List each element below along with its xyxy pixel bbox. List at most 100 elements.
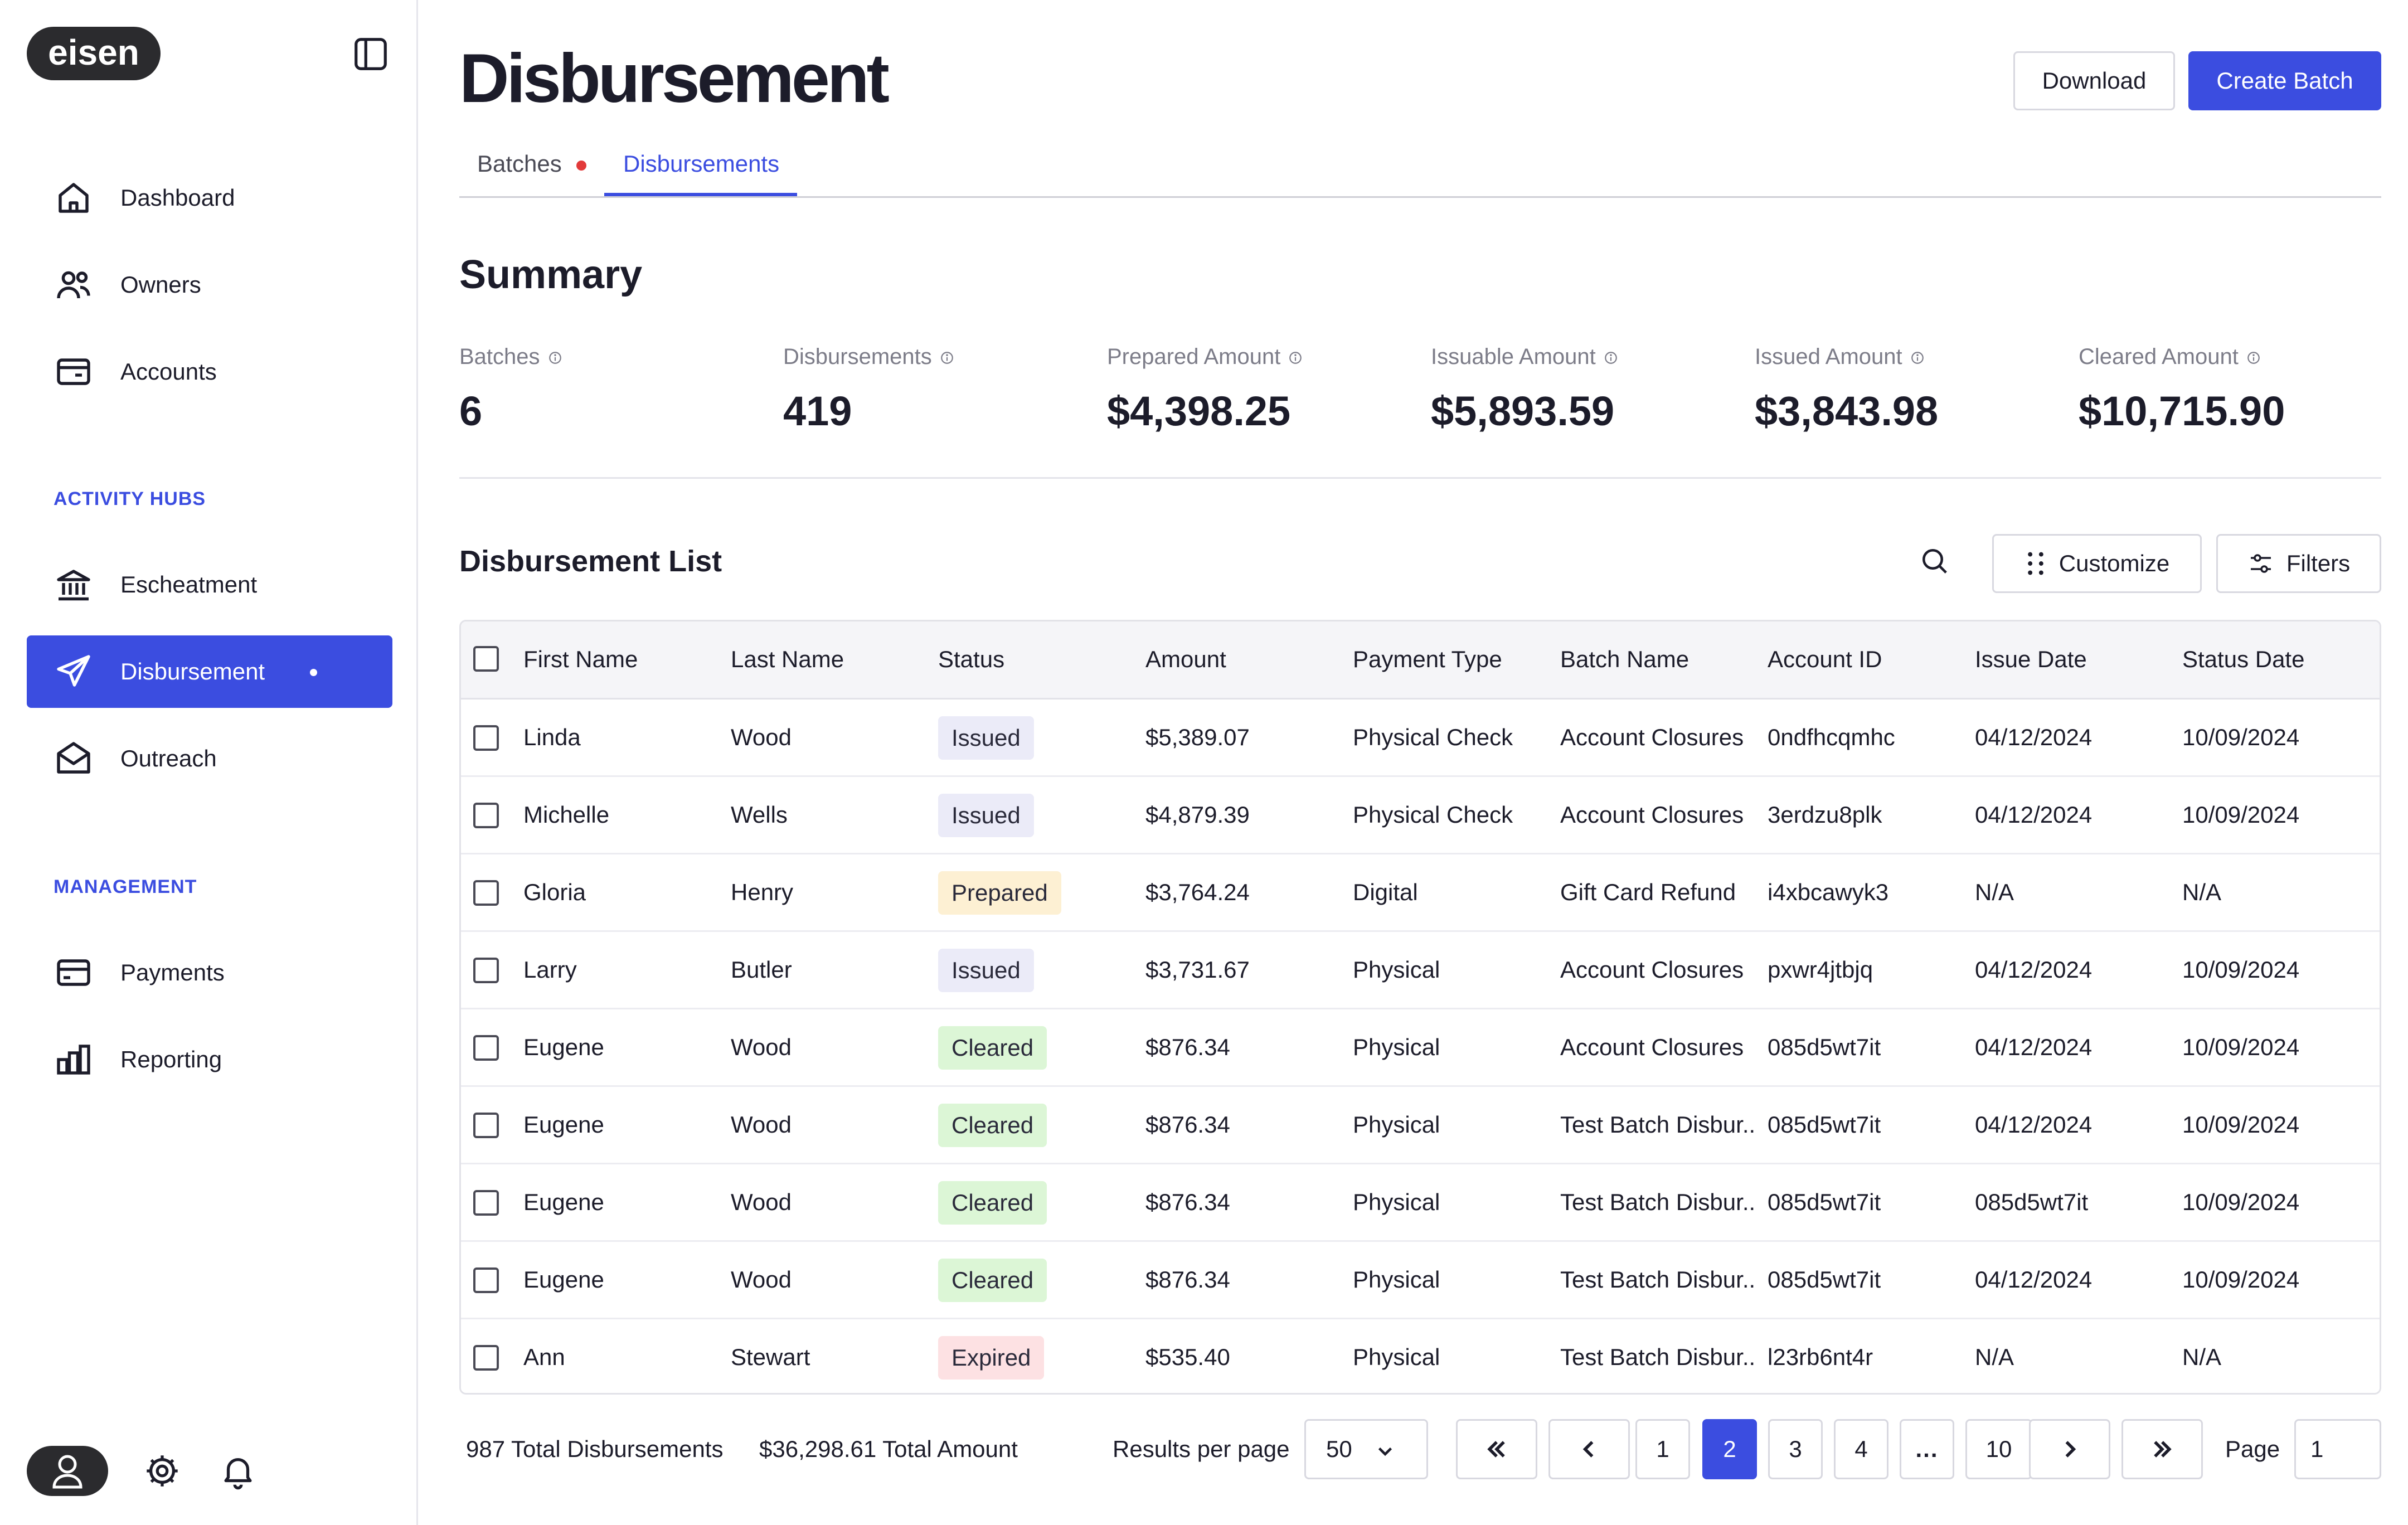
row-checkbox[interactable] — [473, 1035, 499, 1061]
column-header-batch-name[interactable]: Batch Name — [1560, 646, 1690, 672]
cell-issue-date: 04/12/2024 — [1975, 724, 2093, 750]
column-header-last-name[interactable]: Last Name — [731, 646, 844, 672]
info-icon[interactable] — [1910, 351, 1925, 365]
next-page-button[interactable] — [2029, 1419, 2110, 1479]
sidebar-item-reporting[interactable]: Reporting — [27, 1023, 392, 1096]
cell-account-id: pxwr4jtbjq — [1768, 956, 1873, 983]
metric-label: Disbursements — [783, 344, 954, 370]
cell-status-date: 10/09/2024 — [2182, 1266, 2300, 1293]
cell-last-name: Wood — [731, 1111, 792, 1138]
users-icon — [54, 265, 94, 305]
metric-label-text: Issued Amount — [1755, 344, 1902, 369]
row-checkbox[interactable] — [473, 958, 499, 983]
row-checkbox[interactable] — [473, 1190, 499, 1216]
row-checkbox[interactable] — [473, 725, 499, 751]
sidebar-item-payments[interactable]: Payments — [27, 936, 392, 1009]
search-icon[interactable] — [1917, 544, 1951, 577]
cell-status-date: N/A — [2182, 879, 2222, 905]
eisen-logo[interactable]: eisen — [27, 27, 161, 80]
cell-first-name: Ann — [523, 1344, 565, 1370]
cell-first-name: Larry — [523, 956, 577, 983]
sidebar-item-dashboard[interactable]: Dashboard — [27, 162, 392, 234]
table-row[interactable]: Linda Wood Issued $5,389.07 Physical Check Ac… — [461, 700, 2380, 777]
tab-batches[interactable]: Batches — [477, 150, 562, 177]
download-button[interactable]: Download — [2013, 51, 2175, 110]
cell-account-id: 085d5wt7it — [1768, 1111, 1881, 1138]
cell-amount: $876.34 — [1145, 1266, 1230, 1293]
sidebar-item-owners[interactable]: Owners — [27, 249, 392, 321]
column-header-amount[interactable]: Amount — [1145, 646, 1226, 672]
sidebar-item-label: Dashboard — [120, 184, 235, 211]
row-checkbox[interactable] — [473, 803, 499, 828]
metric-value: $5,893.59 — [1431, 388, 1615, 434]
row-checkbox[interactable] — [473, 1113, 499, 1138]
info-icon[interactable] — [1288, 351, 1303, 365]
column-header-payment-type[interactable]: Payment Type — [1353, 646, 1502, 672]
cell-payment-type: Physical — [1353, 1189, 1440, 1215]
row-checkbox[interactable] — [473, 1345, 499, 1371]
results-per-page-select[interactable]: 50 — [1304, 1419, 1428, 1479]
sidebar-item-label: Payments — [120, 959, 225, 985]
cell-issue-date: 04/12/2024 — [1975, 956, 2093, 983]
tab-alert-dot — [576, 161, 586, 171]
page-number-input[interactable]: 1 — [2294, 1419, 2381, 1479]
cell-status-date: 10/09/2024 — [2182, 724, 2300, 750]
info-icon[interactable] — [548, 351, 562, 365]
summary-heading: Summary — [459, 252, 643, 297]
tab-disbursements[interactable]: Disbursements — [623, 150, 780, 177]
info-icon[interactable] — [940, 351, 954, 365]
table-row[interactable]: Eugene Wood Cleared $876.34 Physical Account … — [461, 1009, 2380, 1087]
sidebar-item-label: Escheatment — [120, 571, 258, 598]
customize-button[interactable]: Customize — [1992, 534, 2202, 593]
table-row[interactable]: Eugene Wood Cleared $876.34 Physical Test Bat… — [461, 1087, 2380, 1164]
column-header-first-name[interactable]: First Name — [523, 646, 638, 672]
select-all-checkbox[interactable] — [473, 646, 499, 672]
cell-payment-type: Physical — [1353, 1344, 1440, 1370]
page-button[interactable]: 2 — [1702, 1419, 1757, 1479]
cell-payment-type: Physical Check — [1353, 724, 1513, 750]
bell-icon[interactable] — [219, 1451, 258, 1490]
table-row[interactable]: Gloria Henry Prepared $3,764.24 Digital Gift … — [461, 854, 2380, 932]
column-header-issue-date[interactable]: Issue Date — [1975, 646, 2087, 672]
sidebar-item-escheatment[interactable]: Escheatment — [27, 548, 392, 621]
metric-label: Issuable Amount — [1431, 344, 1618, 370]
table-row[interactable]: Eugene Wood Cleared $876.34 Physical Test Bat… — [461, 1164, 2380, 1242]
create-batch-button[interactable]: Create Batch — [2188, 51, 2381, 110]
page-button[interactable]: 3 — [1768, 1419, 1823, 1479]
credit-card-icon — [54, 953, 94, 993]
cell-batch-name: Test Batch Disbur.. — [1560, 1189, 1756, 1215]
column-header-account-id[interactable]: Account ID — [1768, 646, 1882, 672]
table-row[interactable]: Eugene Wood Cleared $876.34 Physical Test Bat… — [461, 1242, 2380, 1319]
sidebar-item-outreach[interactable]: Outreach — [27, 722, 392, 795]
row-checkbox[interactable] — [473, 1267, 499, 1293]
last-page-button[interactable] — [2121, 1419, 2203, 1479]
cell-issue-date: 04/12/2024 — [1975, 1111, 2093, 1138]
filters-button[interactable]: Filters — [2216, 534, 2381, 593]
sidebar-item-disbursement[interactable]: Disbursement — [27, 635, 392, 708]
tabs-divider — [459, 196, 2381, 198]
table-row[interactable]: Ann Stewart Expired $535.40 Physical Test Bat… — [461, 1319, 2380, 1393]
page-button[interactable]: 1 — [1635, 1419, 1690, 1479]
sidebar-toggle-icon[interactable] — [351, 35, 390, 74]
page-title: Disbursement — [459, 40, 890, 117]
info-icon[interactable] — [2246, 351, 2261, 365]
first-page-button[interactable] — [1456, 1419, 1537, 1479]
page-button[interactable]: 10 — [1965, 1419, 2032, 1479]
page-button[interactable]: 4 — [1834, 1419, 1888, 1479]
cell-payment-type: Physical — [1353, 956, 1440, 983]
column-header-status-date[interactable]: Status Date — [2182, 646, 2305, 672]
cell-last-name: Wood — [731, 1034, 792, 1060]
results-per-page-label: Results per page — [1113, 1436, 1290, 1462]
column-header-status[interactable]: Status — [938, 646, 1005, 672]
gear-icon[interactable] — [143, 1451, 182, 1490]
table-row[interactable]: Michelle Wells Issued $4,879.39 Physical Che… — [461, 777, 2380, 854]
cell-last-name: Stewart — [731, 1344, 810, 1370]
info-icon[interactable] — [1604, 351, 1618, 365]
cell-first-name: Linda — [523, 724, 581, 750]
table-row[interactable]: Larry Butler Issued $3,731.67 Physical Accoun… — [461, 932, 2380, 1009]
sidebar-item-accounts[interactable]: Accounts — [27, 336, 392, 408]
sliders-icon — [2247, 550, 2274, 577]
row-checkbox[interactable] — [473, 880, 499, 906]
user-avatar-button[interactable] — [27, 1446, 108, 1496]
previous-page-button[interactable] — [1548, 1419, 1630, 1479]
